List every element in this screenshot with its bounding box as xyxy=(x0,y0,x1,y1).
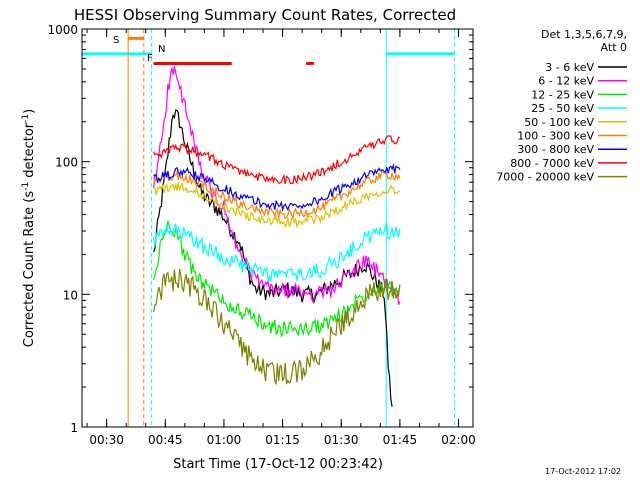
series-line-6 xyxy=(153,163,401,212)
legend-label-2: 12 - 25 keV xyxy=(531,88,594,101)
y-axis-label-exp1: -1 xyxy=(21,182,31,191)
y-axis-label-exp2: -1 xyxy=(21,114,31,123)
series-line-3 xyxy=(153,221,401,283)
x-tick-label-5: 01:45 xyxy=(383,433,418,447)
bars-layer xyxy=(82,36,455,65)
y-tick-label-2: 100 xyxy=(55,156,78,170)
y-axis-label: Corrected Count Rate (s-1 detector-1) xyxy=(21,109,37,347)
legend-label-5: 100 - 300 keV xyxy=(517,130,594,143)
series-line-2 xyxy=(153,220,401,338)
axes-layer: 00:30 00:45 01:00 01:15 01:30 01:45 02:00 1 10 10… xyxy=(47,23,475,447)
footer-date: 17-Oct-2012 17:02 xyxy=(545,467,621,476)
x-tick-label-0: 00:30 xyxy=(89,433,124,447)
series-line-1 xyxy=(153,65,401,306)
annotation-s: S xyxy=(113,35,119,46)
series-layer xyxy=(153,65,401,407)
series-line-8 xyxy=(153,268,401,386)
legend-title-1: Det 1,3,5,6,7,9, xyxy=(541,28,627,41)
markers-layer xyxy=(127,29,456,427)
y-axis-label-mid: detector xyxy=(22,122,37,182)
legend-label-7: 800 - 7000 keV xyxy=(510,157,594,170)
legend-label-3: 25 - 50 keV xyxy=(531,102,594,115)
x-tick-label-4: 01:30 xyxy=(324,433,359,447)
y-tick-label-3: 1000 xyxy=(47,23,78,37)
y-tick-label-1: 10 xyxy=(63,288,78,302)
series-line-4 xyxy=(153,181,401,229)
chart-title: HESSI Observing Summary Count Rates, Cor… xyxy=(74,6,456,24)
x-axis-label: Start Time (17-Oct-12 00:23:42) xyxy=(173,457,383,472)
annotation-f: F xyxy=(147,53,153,64)
x-tick-label-1: 00:45 xyxy=(148,433,183,447)
plot-frame xyxy=(81,28,474,428)
annotation-n: N xyxy=(158,44,165,55)
legend-label-6: 300 - 800 keV xyxy=(517,143,594,156)
legend-label-0: 3 - 6 keV xyxy=(545,61,594,74)
legend-label-1: 6 - 12 keV xyxy=(538,75,594,88)
legend-label-4: 50 - 100 keV xyxy=(524,116,594,129)
y-tick-label-0: 1 xyxy=(70,421,78,435)
legend-label-8: 7000 - 20000 keV xyxy=(496,171,594,184)
legend-title-2: Att 0 xyxy=(601,41,627,54)
series-line-7 xyxy=(153,135,401,185)
x-tick-label-3: 01:15 xyxy=(265,433,300,447)
series-line-5 xyxy=(153,170,401,220)
y-axis-label-main: Corrected Count Rate (s xyxy=(22,191,37,348)
x-tick-label-6: 02:00 xyxy=(441,433,476,447)
x-tick-label-2: 01:00 xyxy=(207,433,242,447)
y-axis-label-end: ) xyxy=(22,109,37,114)
